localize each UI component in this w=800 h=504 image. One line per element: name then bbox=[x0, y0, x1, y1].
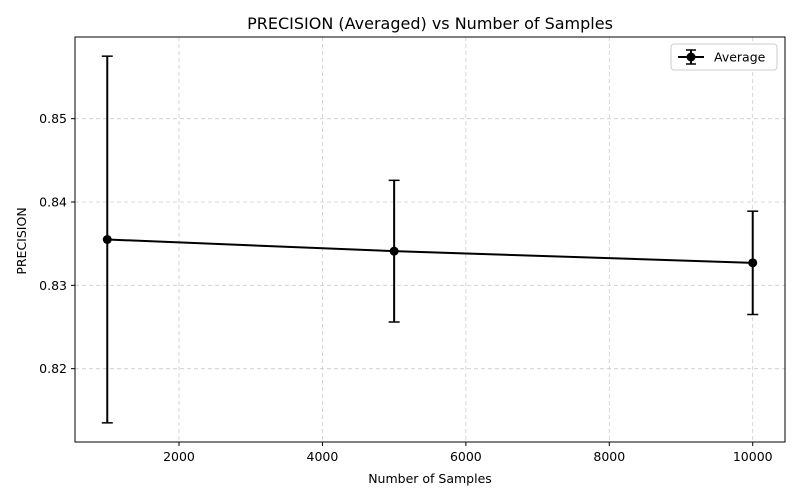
data-point bbox=[748, 258, 758, 268]
y-tick-label: 0.82 bbox=[39, 361, 67, 376]
y-axis-label: PRECISION bbox=[14, 207, 29, 274]
x-tick-label: 2000 bbox=[163, 449, 195, 464]
y-tick-label: 0.84 bbox=[39, 195, 67, 210]
y-tick-label: 0.83 bbox=[39, 278, 67, 293]
grid-layer bbox=[75, 37, 785, 442]
legend-label-average: Average bbox=[714, 50, 766, 65]
x-tick-label: 10000 bbox=[733, 449, 773, 464]
legend-box bbox=[670, 43, 778, 71]
x-tick-label: 8000 bbox=[593, 449, 625, 464]
tick-layer: 2000 4000 6000 8000 10000 0.82 0.83 0.84 0.85 bbox=[39, 111, 772, 464]
legend-marker-swatch bbox=[686, 52, 696, 62]
chart-title: PRECISION (Averaged) vs Number of Sample… bbox=[247, 14, 613, 33]
x-axis-label: Number of Samples bbox=[368, 471, 492, 486]
x-tick-label: 6000 bbox=[450, 449, 482, 464]
plot-frame bbox=[74, 36, 786, 443]
data-layer bbox=[101, 55, 759, 424]
x-tick-label: 4000 bbox=[307, 449, 339, 464]
data-point bbox=[389, 246, 399, 256]
legend: Average bbox=[670, 43, 778, 71]
data-point bbox=[102, 235, 112, 244]
y-tick-label: 0.85 bbox=[39, 111, 67, 126]
